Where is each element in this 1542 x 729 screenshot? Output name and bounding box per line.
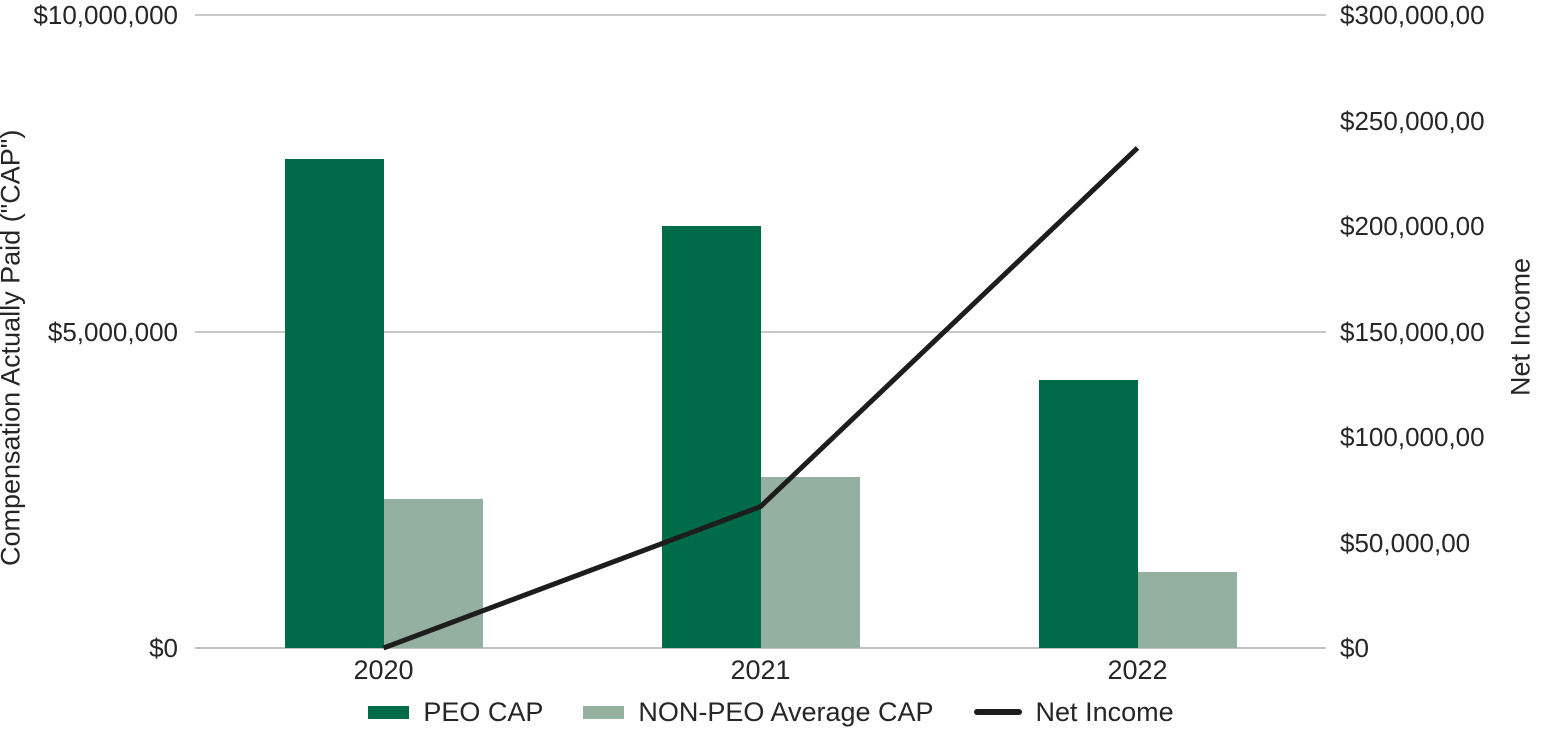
gridline-10000000 <box>195 14 1326 16</box>
legend-item-net-income: Net Income <box>973 697 1174 727</box>
category-label-2020: 2020 <box>353 655 414 685</box>
legend: PEO CAP NON-PEO Average CAP Net Income <box>0 695 1542 729</box>
legend-label-peo-cap: PEO CAP <box>423 697 544 727</box>
legend-swatch-peo-cap <box>368 705 410 719</box>
right-axis-tick-label: $50,000,00 <box>1340 527 1471 558</box>
left-axis-title: Compensation Actually Paid ("CAP") <box>0 129 26 567</box>
legend-swatch-non-peo-average-cap <box>583 705 625 719</box>
bar-non-peo-average-cap-2021 <box>760 477 860 648</box>
bar-peo-cap-2020 <box>284 158 384 648</box>
right-axis-tick-label: $100,000,00 <box>1340 422 1485 452</box>
right-axis-tick-label: $200,000,00 <box>1340 211 1485 241</box>
left-axis-tick-label: $10,000,000 <box>33 0 178 30</box>
bar-peo-cap-2022 <box>1038 380 1138 648</box>
right-axis-tick-label: $0 <box>1340 633 1369 663</box>
category-label-2021: 2021 <box>730 655 791 685</box>
left-axis-tick-label: $5,000,000 <box>47 316 178 347</box>
right-axis-tick-label: $250,000,00 <box>1340 105 1485 136</box>
bar-non-peo-average-cap-2020 <box>383 499 483 648</box>
legend-item-peo-cap: PEO CAP <box>368 697 543 727</box>
legend-label-net-income: Net Income <box>1035 697 1174 727</box>
bar-non-peo-average-cap-2022 <box>1137 572 1237 648</box>
right-axis-tick-label: $300,000,00 <box>1340 0 1485 30</box>
bar-peo-cap-2021 <box>661 225 761 648</box>
legend-line-sample <box>973 709 1022 715</box>
right-axis-title: Net Income <box>1505 257 1536 397</box>
legend-label-non-peo-average-cap: NON-PEO Average CAP <box>638 697 934 727</box>
left-axis-tick-label: $0 <box>149 633 178 663</box>
right-axis-tick-label: $150,000,00 <box>1340 316 1485 347</box>
legend-item-non-peo-average-cap: NON-PEO Average CAP <box>583 697 934 727</box>
category-label-2022: 2022 <box>1107 655 1168 685</box>
